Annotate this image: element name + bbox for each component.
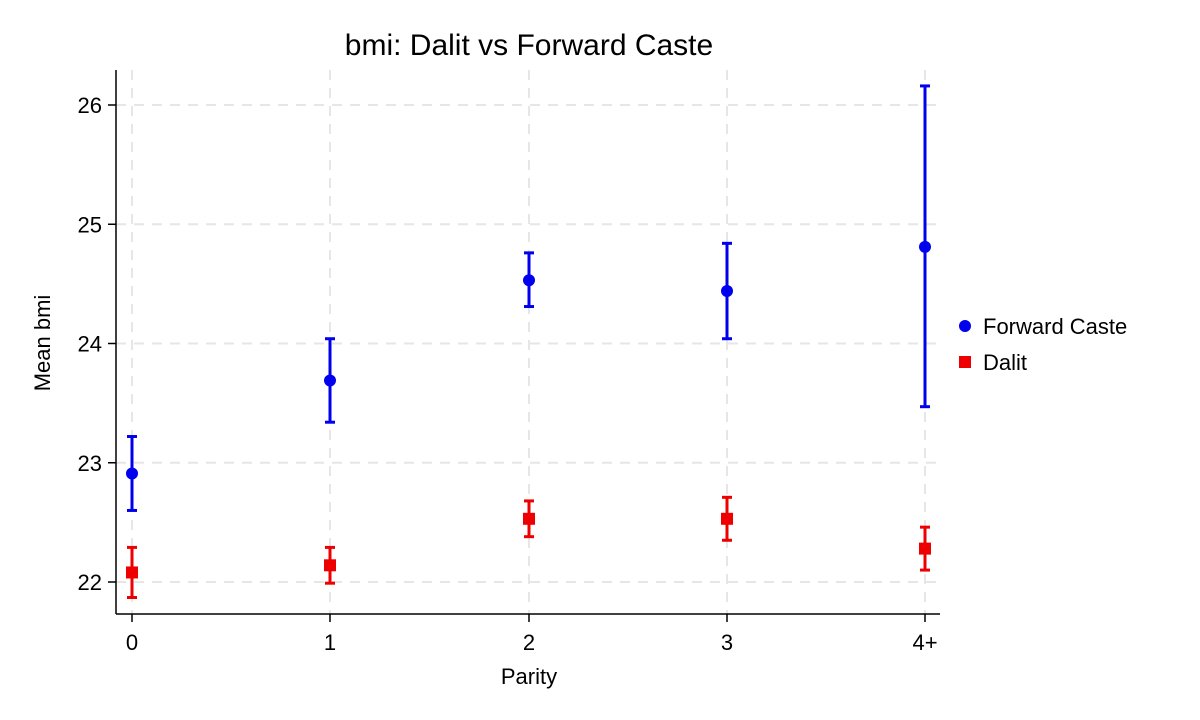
y-tick-label: 24 <box>78 332 102 357</box>
data-point <box>523 274 535 287</box>
chart-title: bmi: Dalit vs Forward Caste <box>345 29 713 62</box>
axes-layer <box>115 70 940 615</box>
legend-label: Forward Caste <box>983 314 1127 339</box>
x-axis-title: Parity <box>501 664 557 689</box>
data-point <box>721 285 733 298</box>
y-tick-label: 25 <box>78 212 102 237</box>
series-layer <box>126 84 931 600</box>
legend-marker <box>959 356 971 368</box>
series-forward-caste <box>126 84 931 512</box>
data-point <box>919 240 931 253</box>
data-point <box>126 467 138 480</box>
x-tick-label: 0 <box>126 630 138 655</box>
legend: Forward Caste Dalit <box>959 314 1127 375</box>
data-point <box>126 566 138 579</box>
data-point <box>324 559 336 572</box>
x-tick-label: 3 <box>721 630 733 655</box>
data-point <box>523 512 535 525</box>
legend-marker <box>959 320 971 332</box>
y-tick-label: 22 <box>78 570 102 595</box>
data-point <box>919 542 931 555</box>
data-point <box>324 374 336 387</box>
legend-label: Dalit <box>983 350 1027 375</box>
y-tick-label: 23 <box>78 451 102 476</box>
x-tick-label: 1 <box>324 630 336 655</box>
x-tick-label: 4+ <box>912 630 937 655</box>
y-tick-label: 26 <box>78 93 102 118</box>
series-dalit <box>126 495 931 600</box>
y-axis-title: Mean bmi <box>30 295 55 392</box>
x-tick-label: 2 <box>523 630 535 655</box>
data-point <box>721 512 733 525</box>
